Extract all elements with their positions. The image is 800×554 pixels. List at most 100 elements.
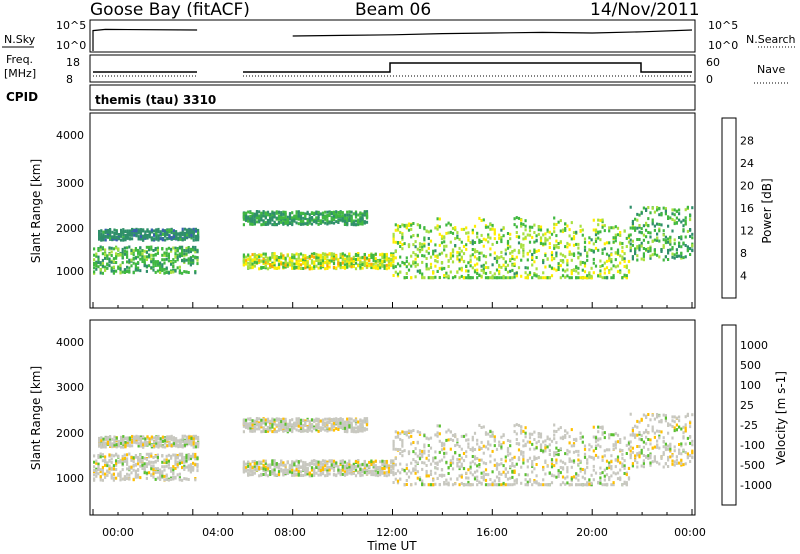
velocity-cell [399,448,402,452]
velocity-cell [392,467,395,471]
power-cell [324,267,327,271]
power-cell [112,269,115,273]
power-cell [629,249,632,253]
power-cell [165,254,168,258]
cpid-label: CPID [6,90,38,104]
power-cell [566,263,569,267]
power-cell [484,225,488,229]
power-cell [594,233,598,237]
power-cell [482,269,485,273]
power-cell [396,272,400,276]
velocity-cell [189,465,192,469]
velocity-cell [357,464,360,468]
power-cell [425,257,428,260]
velocity-cell [192,434,195,438]
power-cell [137,237,140,241]
power-cell [282,261,285,265]
power-cell [326,214,329,218]
power-cell [572,237,576,241]
power-cell [568,243,571,247]
velocity-cell [293,425,296,429]
power-cell [440,251,444,255]
power-cell [295,265,298,269]
velocity-cell [394,457,397,461]
velocity-cell [282,425,285,429]
velocity-cell [196,469,199,473]
power-cell [407,245,411,249]
power-cell [588,236,591,240]
velocity-cell [170,477,173,481]
velocity-cell [456,464,459,468]
velocity-cell [185,453,188,457]
power-cell [97,255,100,259]
power-cell [502,226,505,230]
velocity-cell [242,430,245,434]
power-cell [506,276,510,280]
power-cell [315,252,318,256]
power-cell [280,220,283,224]
velocity-cell [396,448,400,451]
velocity-cell [112,454,115,458]
power-cell [165,257,168,261]
power-cell [97,265,100,269]
power-cell [506,243,510,247]
velocity-cell [350,464,353,468]
power-cell [528,271,532,275]
velocity-cell [317,460,320,464]
power-cell [181,238,184,242]
velocity-cell [258,417,261,421]
velocity-cell [183,459,186,463]
velocity-cell [308,426,311,430]
velocity-cell [194,478,197,482]
power-cell [101,271,104,275]
power-cell [526,273,529,277]
power-cell [599,259,602,263]
power-cell [509,258,512,262]
power-cell [143,255,146,259]
velocity-cell [126,472,129,476]
power-cell [548,264,551,268]
power-cell [669,248,672,252]
power-cell [139,235,142,239]
power-cell [469,254,472,258]
power-cell [533,250,536,254]
power-cell [412,222,415,225]
velocity-cell [352,419,355,423]
power-cell [610,267,613,271]
power-cell [319,220,322,224]
power-cell [341,252,344,256]
power-cell [269,221,272,225]
power-cell [658,222,661,226]
power-cell [332,210,336,214]
velocity-cell [476,464,479,468]
velocity-cell [330,459,333,463]
power-cell [337,261,340,265]
power-cell [642,252,645,256]
power-cell [102,230,105,234]
velocity-cell [137,462,140,466]
velocity-cell [271,470,274,474]
velocity-cell [101,465,104,469]
velocity-cell [255,461,259,465]
velocity-cell [175,444,178,447]
power-cell [273,215,276,219]
velocity-cell [346,469,349,473]
power-cell [297,210,300,214]
velocity-cell [414,464,417,468]
power-cell [493,256,496,260]
power-cell [293,214,296,218]
power-cell [640,231,643,235]
power-cell [249,211,252,215]
velocity-cell [304,468,307,472]
power-cell [673,213,676,217]
power-cell [264,261,267,265]
power-cell [454,244,457,247]
power-cell [144,230,147,234]
power-cell [175,230,178,234]
velocity-cell [271,468,274,472]
power-cell [662,245,665,249]
power-cell [141,260,144,263]
power-cell [170,270,173,274]
power-cell [154,253,157,257]
noise-left-tick-top: 10^5 [56,19,86,32]
